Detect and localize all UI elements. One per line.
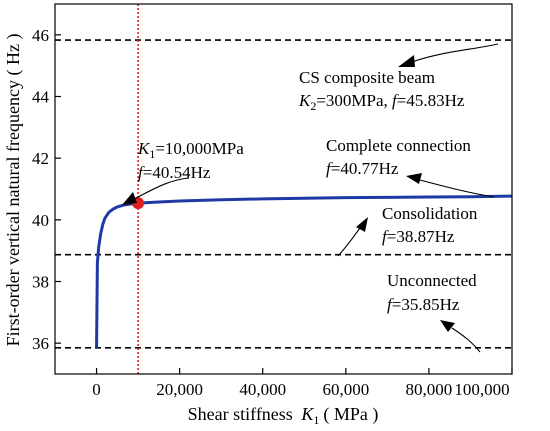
x-axis-title-sub: 1 <box>313 413 319 427</box>
y-axis-ticks: 36 38 40 42 44 46 <box>32 26 61 353</box>
y-tick-label: 42 <box>32 149 49 168</box>
y-tick-label: 38 <box>32 273 49 292</box>
y-tick-label: 40 <box>32 211 49 230</box>
x-axis-title-prefix: Shear stiffness <box>188 404 298 424</box>
k1-point-label-line1: K1=10,000MPa <box>137 139 244 161</box>
k1-point-k-var: K <box>137 139 151 158</box>
complete-f-var: f <box>326 159 333 178</box>
k1-point-f-var: f <box>138 163 145 182</box>
cs-beam-arrowhead <box>398 55 415 67</box>
unconnected-f-rest: =35.85Hz <box>392 295 460 314</box>
x-tick-label: 20,000 <box>156 380 203 399</box>
unconnected-label-line1: Unconnected <box>387 271 477 290</box>
y-tick-label: 44 <box>32 88 50 107</box>
cs-beam-arrow <box>411 43 499 63</box>
k1-point-k-rest: =10,000MPa <box>155 139 244 158</box>
x-axis-ticks: 0 20,000 40,000 60,000 80,000 100,000 <box>92 368 513 399</box>
x-tick-label: 0 <box>92 380 101 399</box>
frequency-curve <box>95 194 513 348</box>
x-tick-label: 100,000 <box>454 380 509 399</box>
y-tick-label: 36 <box>32 334 49 353</box>
annotation-arrowheads <box>122 55 455 332</box>
x-tick-label: 60,000 <box>322 380 369 399</box>
plot-frame <box>54 3 513 375</box>
complete-label-line1: Complete connection <box>326 136 471 155</box>
y-tick-label: 46 <box>32 26 49 45</box>
x-axis-title-var: K <box>300 404 314 424</box>
unconnected-arrowhead <box>440 320 455 332</box>
unconnected-arrow <box>451 327 481 353</box>
unconnected-f-var: f <box>387 295 394 314</box>
x-axis-title: Shear stiffness K1 ( MPa ) <box>188 404 379 427</box>
k1-point-f-rest: =40.54Hz <box>143 163 211 182</box>
complete-label-line2: f=40.77Hz <box>326 159 399 178</box>
consolidation-label-line2: f=38.87Hz <box>382 227 455 246</box>
x-tick-label: 40,000 <box>239 380 286 399</box>
complete-f-rest: =40.77Hz <box>331 159 399 178</box>
x-tick-label: 80,000 <box>406 380 453 399</box>
cs-beam-k-var: K <box>298 91 312 110</box>
consolidation-f-var: f <box>382 227 389 246</box>
complete-arrowhead <box>406 173 422 184</box>
k1-point-arrowhead <box>122 192 137 205</box>
k1-point-arrow <box>133 177 190 200</box>
cs-beam-k-sub: 2 <box>310 99 316 113</box>
cs-beam-f-var: f <box>392 91 399 110</box>
cs-beam-f-rest: =45.83Hz <box>397 91 465 110</box>
cs-beam-label-line2: K2=300MPa, f=45.83Hz <box>298 91 465 113</box>
cs-beam-k-rest: =300MPa, <box>316 91 392 110</box>
complete-arrow <box>419 179 495 198</box>
k1-point-k-sub: 1 <box>149 147 155 161</box>
consolidation-arrow <box>337 227 361 257</box>
cs-beam-label-line1: CS composite beam <box>299 68 435 87</box>
consolidation-arrowhead <box>356 217 368 232</box>
unconnected-label-line2: f=35.85Hz <box>387 295 460 314</box>
consolidation-label-line1: Consolidation <box>382 204 478 223</box>
annotation-arrows <box>133 43 499 353</box>
x-axis-title-unit: ( MPa ) <box>323 404 378 425</box>
k1-point-label-line2: f=40.54Hz <box>138 163 211 182</box>
consolidation-f-rest: =38.87Hz <box>387 227 455 246</box>
reference-lines <box>55 39 512 349</box>
y-axis-title: First-order vertical natural frequency (… <box>3 34 24 347</box>
